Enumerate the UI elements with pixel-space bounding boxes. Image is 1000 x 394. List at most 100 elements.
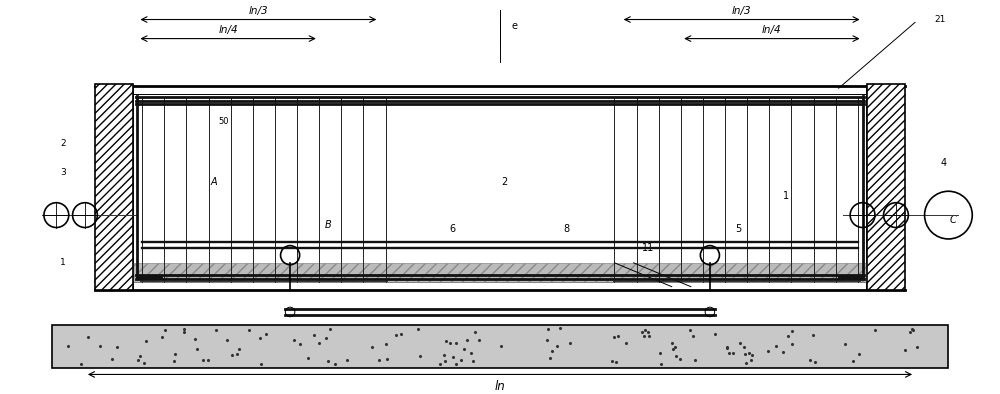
Point: [905, 327, 921, 333]
Point: [780, 333, 796, 339]
Point: [682, 327, 698, 334]
Point: [542, 355, 558, 361]
Point: [904, 326, 920, 333]
Point: [410, 325, 426, 332]
Point: [187, 336, 203, 342]
Point: [604, 358, 620, 364]
Point: [471, 337, 487, 344]
Point: [902, 329, 918, 335]
Point: [736, 344, 752, 350]
Point: [837, 340, 853, 347]
Text: 11: 11: [642, 243, 654, 253]
Point: [132, 353, 148, 359]
Point: [318, 335, 334, 342]
Point: [167, 351, 183, 358]
Point: [292, 341, 308, 348]
Point: [436, 352, 452, 358]
Point: [219, 337, 235, 343]
Point: [618, 340, 634, 346]
Point: [732, 340, 748, 346]
Point: [442, 340, 458, 346]
Text: 21: 21: [934, 15, 945, 24]
Point: [465, 358, 481, 364]
Text: ln/4: ln/4: [218, 25, 238, 35]
Point: [138, 338, 154, 344]
Point: [379, 355, 395, 362]
Point: [224, 352, 240, 358]
Text: 5: 5: [735, 225, 742, 234]
Point: [432, 361, 448, 367]
Point: [784, 328, 800, 334]
Point: [552, 325, 568, 331]
Point: [253, 361, 269, 367]
Point: [652, 350, 668, 356]
Point: [195, 357, 211, 364]
Text: 50: 50: [219, 117, 229, 126]
Point: [208, 327, 224, 333]
Point: [867, 327, 883, 334]
Point: [130, 357, 146, 363]
Point: [725, 350, 741, 356]
Point: [378, 341, 394, 348]
Text: 1: 1: [783, 191, 789, 201]
Text: ln: ln: [495, 380, 505, 393]
Point: [737, 351, 753, 357]
Point: [634, 329, 650, 336]
Text: 2: 2: [502, 177, 508, 187]
Point: [738, 360, 754, 366]
Text: 3: 3: [60, 168, 66, 177]
Point: [768, 343, 784, 349]
Point: [721, 349, 737, 356]
Point: [608, 359, 624, 365]
Point: [802, 357, 818, 364]
Point: [641, 333, 657, 340]
Point: [637, 327, 653, 333]
Point: [311, 340, 327, 346]
Point: [154, 334, 170, 340]
Point: [73, 361, 89, 368]
Bar: [52, 325, 948, 368]
Text: ln/4: ln/4: [762, 25, 782, 35]
Point: [286, 337, 302, 344]
Point: [200, 357, 216, 363]
Text: 4: 4: [941, 158, 947, 167]
Point: [845, 358, 861, 364]
Point: [707, 331, 723, 337]
Point: [760, 348, 776, 354]
Point: [448, 340, 464, 346]
Point: [453, 357, 469, 363]
Point: [606, 334, 622, 340]
Point: [653, 361, 669, 367]
Point: [672, 356, 688, 362]
Point: [176, 329, 192, 335]
Point: [339, 357, 355, 363]
Point: [92, 342, 108, 349]
Point: [805, 332, 821, 338]
Point: [636, 333, 652, 339]
Point: [719, 344, 735, 351]
Text: 6: 6: [449, 225, 455, 234]
Point: [258, 331, 274, 337]
Point: [741, 350, 757, 357]
Bar: [133, 263, 867, 282]
Point: [668, 353, 684, 359]
Point: [807, 359, 823, 365]
Point: [229, 351, 245, 357]
Point: [371, 357, 387, 363]
Point: [327, 361, 343, 367]
Bar: [95, 84, 133, 290]
Point: [456, 346, 472, 352]
Point: [897, 347, 913, 353]
Point: [176, 326, 192, 333]
Point: [664, 340, 680, 346]
Text: C: C: [950, 215, 957, 225]
Point: [437, 358, 453, 364]
Point: [136, 360, 152, 366]
Point: [306, 332, 322, 338]
Point: [459, 336, 475, 343]
Point: [743, 356, 759, 362]
Point: [463, 349, 479, 356]
Point: [166, 358, 182, 364]
Point: [549, 342, 565, 349]
Point: [493, 343, 509, 349]
